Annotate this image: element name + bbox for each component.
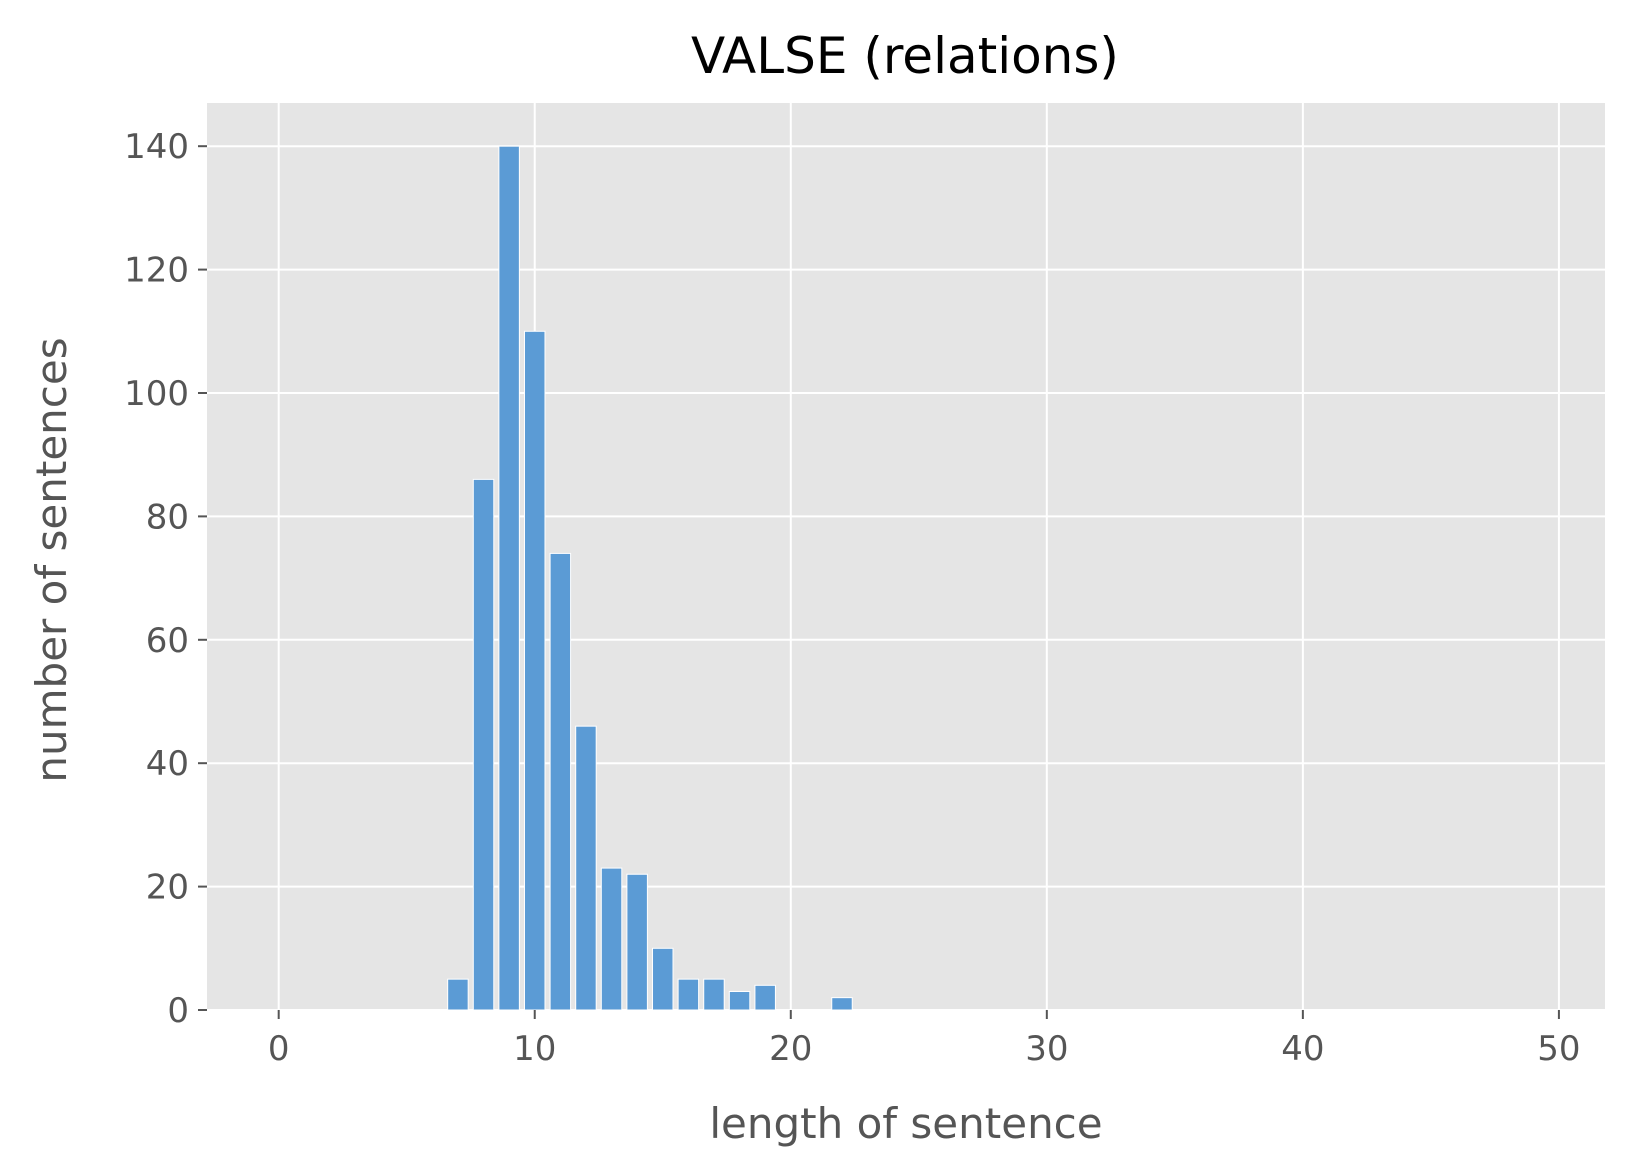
y-tick-label: 140 [124,127,189,167]
bar [677,978,700,1011]
bar [549,552,572,1011]
bar [754,984,776,1011]
bar [600,867,623,1011]
axis-ticks: 0 10 20 30 40 50 0 20 40 60 80 100 120 140 [124,127,1580,1069]
y-tick-label: 20 [146,868,189,908]
y-tick-label: 120 [124,251,189,291]
x-tick-label: 20 [769,1029,812,1069]
y-tick-label: 40 [146,744,189,784]
bar [626,873,648,1011]
x-axis-label: length of sentence [709,1099,1102,1148]
y-axis-label: number of sentences [27,337,76,782]
bar [575,725,597,1011]
bar [728,990,751,1011]
bar [831,997,853,1011]
chart-title: VALSE (relations) [691,27,1119,85]
bar [703,978,725,1011]
bar [447,978,469,1011]
bar [523,330,546,1011]
plot-background [207,103,1605,1010]
bar [652,947,674,1011]
x-tick-label: 10 [513,1029,556,1069]
x-tick-label: 50 [1537,1029,1580,1069]
y-tick-label: 0 [167,991,189,1031]
bar [472,478,495,1011]
y-tick-label: 100 [124,374,189,414]
y-tick-label: 80 [146,497,189,537]
x-tick-label: 30 [1025,1029,1068,1069]
x-tick-label: 0 [268,1029,290,1069]
x-tick-label: 40 [1281,1029,1324,1069]
bar [498,145,520,1011]
y-tick-label: 60 [146,621,189,661]
plot-area [207,103,1605,1011]
